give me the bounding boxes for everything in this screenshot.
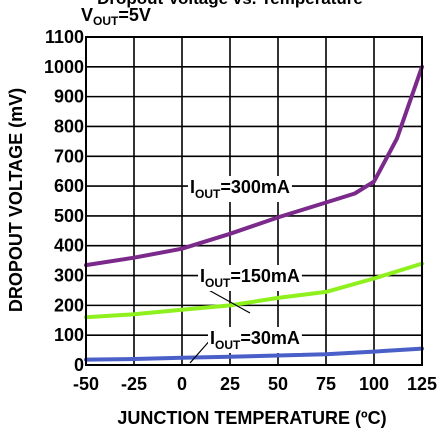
x-tick-label: 50 (268, 374, 288, 394)
series-lines (84, 64, 424, 362)
series-labels: IOUT=300mA IOUT=150mA IOUT=30mA (188, 176, 362, 364)
series-label-bg (208, 327, 302, 353)
y-tick-label: 700 (54, 146, 84, 166)
y-tick-label: 0 (74, 355, 84, 375)
x-tick-label: -25 (121, 374, 147, 394)
series-label-leader (204, 287, 251, 314)
series-label-bg (198, 265, 302, 291)
x-tick-label: 0 (177, 374, 187, 394)
series-line-2 (84, 346, 424, 362)
subtitle-base: V (81, 5, 93, 25)
subtitle-rest: =5V (118, 5, 151, 25)
grid (85, 36, 423, 366)
y-tick-label: 1000 (44, 57, 84, 77)
series-label: IOUT=150mA (200, 266, 300, 290)
y-tick-label: 800 (54, 116, 84, 136)
series-label-bg (188, 176, 292, 202)
y-tick-label: 900 (54, 87, 84, 107)
x-tick-label: 25 (220, 374, 240, 394)
y-tick-label: 400 (54, 236, 84, 256)
chart-subtitle: VOUT=5V (81, 5, 151, 28)
series-label: IOUT=300mA (190, 177, 290, 201)
series-label: IOUT=30mA (210, 328, 300, 352)
y-tick-label: 200 (54, 295, 84, 315)
y-tick-label: 1100 (45, 27, 84, 47)
y-tick-label: 500 (54, 206, 84, 226)
series-line-0 (84, 64, 424, 268)
chart-title: Dropout Voltage vs. Temperature (97, 0, 363, 8)
x-tick-label: 125 (407, 374, 437, 394)
y-axis-label: DROPOUT VOLTAGE (mV) (6, 88, 26, 312)
y-tick-label: 100 (54, 325, 84, 345)
y-tick-label: 600 (54, 176, 84, 196)
tick-labels: -50 -25 0 25 50 75 100 125 0 100 200 300 400 500 600 70… (44, 27, 437, 394)
x-tick-label: 75 (316, 374, 336, 394)
y-tick-label: 300 (54, 266, 84, 286)
x-tick-label: -50 (73, 374, 99, 394)
subtitle-sub: OUT (93, 14, 119, 28)
plot-frame (85, 36, 423, 366)
x-tick-label: 100 (359, 374, 389, 394)
x-axis-label: JUNCTION TEMPERATURE (ºC) (117, 408, 386, 428)
series-line-1 (84, 261, 424, 320)
